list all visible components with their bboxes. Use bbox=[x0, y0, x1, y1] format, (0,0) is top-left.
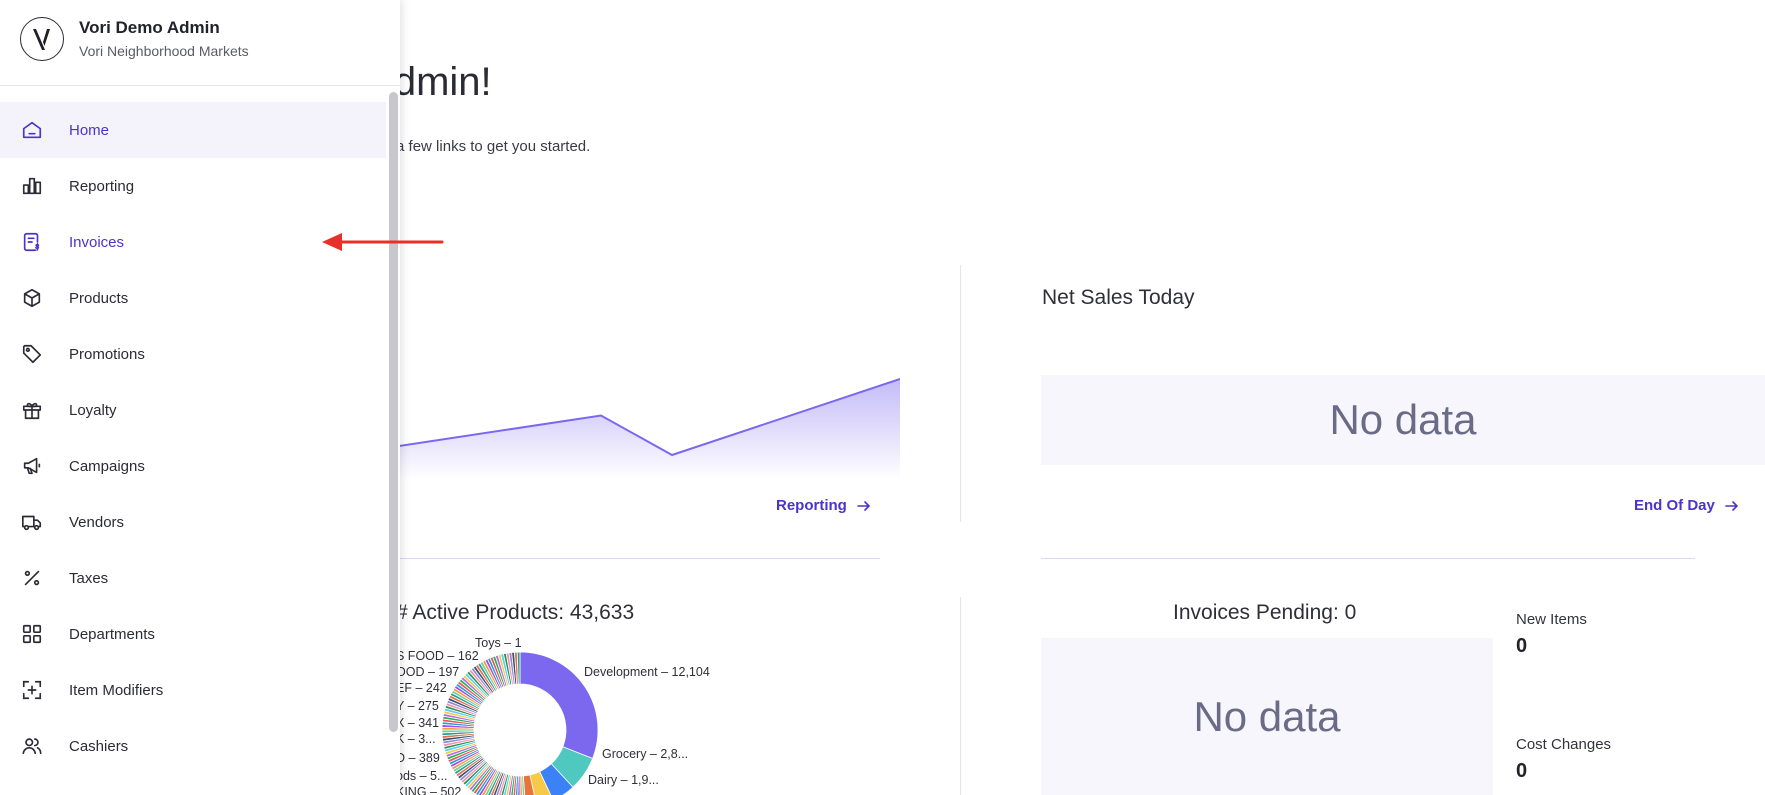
sidebar-item-label: Cashiers bbox=[69, 737, 129, 755]
reporting-link[interactable]: Reporting bbox=[776, 497, 871, 514]
donut-label-dairy: Dairy – 1,9... bbox=[588, 773, 659, 787]
donut-label-ods: ods – 5... bbox=[396, 769, 448, 783]
gift-icon bbox=[20, 398, 44, 422]
navigation-drawer: Vori Demo Admin Vori Neighborhood Market… bbox=[0, 0, 400, 795]
sidebar-item-vendors[interactable]: Vendors bbox=[0, 494, 386, 550]
arrow-right-icon bbox=[857, 500, 870, 511]
truck-icon bbox=[20, 510, 44, 534]
active-products-title: # Active Products: 43,633 bbox=[396, 601, 635, 624]
sidebar-item-products[interactable]: Products bbox=[0, 270, 386, 326]
sidebar-item-campaigns[interactable]: Campaigns bbox=[0, 438, 386, 494]
annotation-arrow-icon bbox=[322, 233, 444, 251]
donut-slice bbox=[519, 651, 599, 760]
no-data-text: No data bbox=[1193, 692, 1341, 740]
new-items-label: New Items bbox=[1516, 611, 1587, 628]
invoices-no-data: No data bbox=[1041, 638, 1493, 795]
sidebar-item-item-modifiers[interactable]: Item Modifiers bbox=[0, 662, 386, 718]
card-divider-bottom bbox=[960, 597, 961, 795]
donut-label-ood: OOD – 197 bbox=[396, 665, 460, 679]
sidebar-item-label: Invoices bbox=[69, 233, 125, 251]
home-icon bbox=[20, 118, 44, 142]
sidebar-item-label: Vendors bbox=[69, 513, 125, 531]
cost-changes-label: Cost Changes bbox=[1516, 736, 1612, 753]
donut-label-d: D – 389 bbox=[396, 751, 440, 765]
no-data-text: No data bbox=[1329, 396, 1477, 443]
sidebar-item-label: Reporting bbox=[69, 177, 135, 195]
invoice-icon bbox=[20, 230, 44, 254]
cost-changes-value: 0 bbox=[1516, 760, 1528, 782]
donut-label-k: K – 3... bbox=[396, 732, 436, 746]
card-divider-top bbox=[960, 265, 961, 522]
reporting-link-label: Reporting bbox=[776, 497, 847, 514]
tag-icon bbox=[20, 342, 44, 366]
sidebar-item-departments[interactable]: Departments bbox=[0, 606, 386, 662]
row-divider-right bbox=[1041, 558, 1695, 559]
sidebar-item-label: Loyalty bbox=[69, 401, 117, 419]
sidebar-item-label: Taxes bbox=[69, 569, 109, 587]
row-divider-left bbox=[380, 558, 880, 559]
bar-chart-icon bbox=[20, 174, 44, 198]
donut-label-x: X – 341 bbox=[396, 716, 440, 730]
sidebar-item-promotions[interactable]: Promotions bbox=[0, 326, 386, 382]
box-icon bbox=[20, 286, 44, 310]
sidebar-item-reporting[interactable]: Reporting bbox=[0, 158, 386, 214]
donut-label-grocery: Grocery – 2,8... bbox=[602, 747, 689, 761]
org-logo-icon bbox=[20, 17, 64, 61]
arrow-right-icon bbox=[1725, 500, 1738, 511]
donut-label-king: KING – 502 bbox=[396, 785, 462, 795]
sidebar-item-label: Campaigns bbox=[69, 457, 145, 475]
end-of-day-link-label: End Of Day bbox=[1634, 497, 1715, 514]
sidebar-item-label: Item Modifiers bbox=[69, 681, 164, 699]
net-sales-title: Net Sales Today bbox=[1042, 286, 1195, 309]
donut-label-development: Development – 12,104 bbox=[584, 665, 710, 679]
donut-slice bbox=[516, 651, 521, 685]
sales-area-fill bbox=[340, 379, 900, 480]
donut-label-y: Y – 275 bbox=[396, 699, 439, 713]
new-items-value: 0 bbox=[1516, 635, 1528, 657]
donut-label-toys: Toys – 1 bbox=[475, 636, 522, 650]
sidebar-item-home[interactable]: Home bbox=[0, 102, 386, 158]
drawer-header[interactable]: Vori Demo Admin Vori Neighborhood Market… bbox=[0, 0, 400, 86]
grid-icon bbox=[20, 622, 44, 646]
net-sales-no-data: No data bbox=[1041, 375, 1765, 465]
org-subtitle: Vori Neighborhood Markets bbox=[79, 43, 249, 59]
sidebar-item-taxes[interactable]: Taxes bbox=[0, 550, 386, 606]
donut-label-s-food: S FOOD – 162 bbox=[396, 649, 479, 663]
add-modifier-icon bbox=[20, 678, 44, 702]
sales-line bbox=[340, 378, 900, 457]
sidebar-item-label: Promotions bbox=[69, 345, 145, 363]
users-icon bbox=[20, 734, 44, 758]
sidebar-item-cashiers[interactable]: Cashiers bbox=[0, 718, 386, 774]
megaphone-icon bbox=[20, 454, 44, 478]
sidebar-item-invoices[interactable]: Invoices bbox=[0, 214, 386, 270]
org-name: Vori Demo Admin bbox=[79, 18, 220, 37]
sidebar-item-loyalty[interactable]: Loyalty bbox=[0, 382, 386, 438]
sidebar-nav: Home Reporting Invoices Products bbox=[0, 102, 386, 774]
sidebar-item-label: Home bbox=[69, 121, 110, 139]
percent-icon bbox=[20, 566, 44, 590]
donut-label-ef: EF – 242 bbox=[396, 681, 447, 695]
sidebar-item-label: Products bbox=[69, 289, 129, 307]
active-products-donut bbox=[441, 651, 599, 795]
end-of-day-link[interactable]: End Of Day bbox=[1634, 497, 1739, 514]
sidebar-item-label: Departments bbox=[69, 625, 155, 643]
sidebar-scrollbar-thumb[interactable] bbox=[389, 92, 398, 732]
sales-trend-chart bbox=[340, 378, 900, 480]
invoices-pending-title: Invoices Pending: 0 bbox=[1173, 601, 1357, 624]
